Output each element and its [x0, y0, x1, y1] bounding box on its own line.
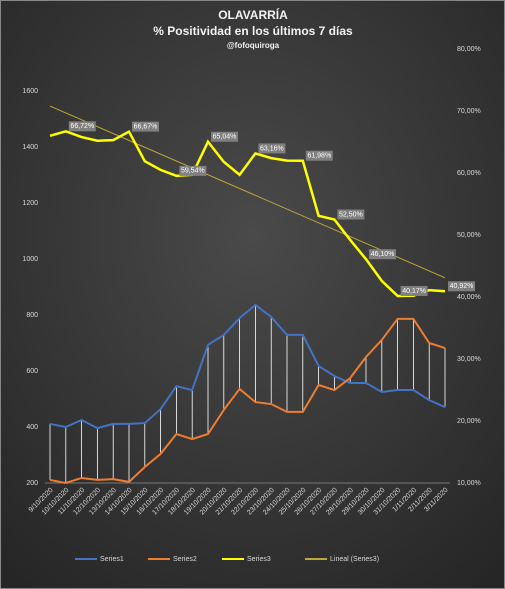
data-label-box: [258, 143, 286, 154]
y-tick-label: 1200: [22, 200, 38, 207]
y-tick-label: 200: [26, 480, 38, 487]
y2-tick-label: 40,00%: [457, 294, 481, 301]
legend-label: Series2: [173, 556, 197, 563]
y-tick-label: 1600: [22, 88, 38, 95]
data-label-box: [400, 285, 428, 296]
legend-label: Series1: [100, 556, 124, 563]
data-label: 40,92%: [450, 283, 474, 290]
y-tick-label: 400: [26, 424, 38, 431]
data-label: 46,10%: [371, 251, 395, 258]
y2-tick-label: 10,00%: [457, 480, 481, 487]
series-line: [49, 317, 446, 485]
data-label-box: [369, 249, 396, 260]
y2-tick-label: 60,00%: [457, 170, 481, 177]
y-tick-label: 1400: [22, 144, 38, 151]
y-tick-label: 600: [26, 368, 38, 375]
data-label-box: [132, 121, 159, 132]
data-label-box: [448, 281, 475, 292]
y2-tick-label: 70,00%: [457, 108, 481, 115]
y2-tick-label: 20,00%: [457, 418, 481, 425]
trendline: [49, 105, 446, 279]
data-label: 40,17%: [402, 288, 426, 295]
annotation: @fofoquiroga: [227, 41, 280, 50]
series-line: [49, 303, 446, 430]
data-label: 63,16%: [260, 145, 284, 152]
data-label: 52,50%: [339, 211, 363, 218]
data-label: 65,04%: [213, 134, 237, 141]
legend-label: Lineal (Series3): [330, 556, 379, 563]
y-tick-label: 1000: [22, 256, 38, 263]
data-label: 66,72%: [70, 123, 94, 130]
data-label-box: [337, 209, 365, 220]
data-label-box: [68, 121, 96, 132]
data-label-box: [211, 131, 238, 142]
data-label: 59,54%: [181, 168, 205, 175]
y-tick-label: 800: [26, 312, 38, 319]
data-label: 66,67%: [134, 123, 158, 130]
legend-label: Series3: [247, 556, 271, 563]
data-label-box: [305, 150, 333, 161]
y2-tick-label: 30,00%: [457, 356, 481, 363]
chart-subtitle: % Positividad en los últimos 7 días: [153, 24, 353, 38]
chart-title: OLAVARRÍA: [218, 7, 288, 22]
data-label-box: [179, 165, 207, 176]
y2-tick-label: 50,00%: [457, 232, 481, 239]
data-label: 61,98%: [307, 153, 331, 160]
y2-tick-label: 80,00%: [457, 46, 481, 53]
series-line: [49, 129, 446, 298]
